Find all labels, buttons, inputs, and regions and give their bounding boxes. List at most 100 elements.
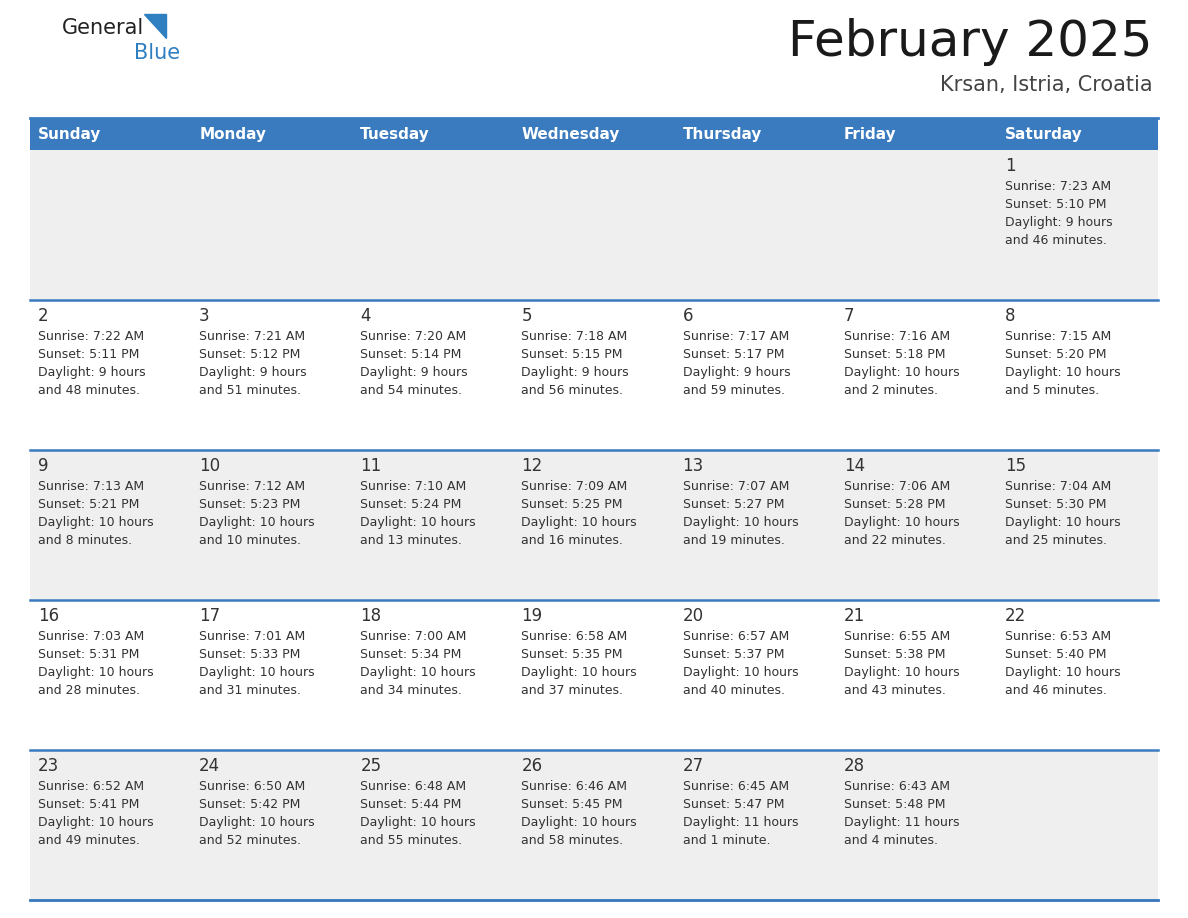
Text: 1: 1 — [1005, 157, 1016, 175]
Text: Sunrise: 6:45 AM: Sunrise: 6:45 AM — [683, 780, 789, 793]
Text: and 43 minutes.: and 43 minutes. — [843, 684, 946, 697]
Text: Sunrise: 7:03 AM: Sunrise: 7:03 AM — [38, 630, 144, 643]
Text: Sunrise: 7:18 AM: Sunrise: 7:18 AM — [522, 330, 627, 343]
Text: and 56 minutes.: and 56 minutes. — [522, 384, 624, 397]
Text: Sunset: 5:27 PM: Sunset: 5:27 PM — [683, 498, 784, 511]
Bar — [997, 118, 1158, 150]
Text: Sunset: 5:25 PM: Sunset: 5:25 PM — [522, 498, 623, 511]
Text: Sunset: 5:28 PM: Sunset: 5:28 PM — [843, 498, 946, 511]
Text: Sunrise: 7:21 AM: Sunrise: 7:21 AM — [200, 330, 305, 343]
Bar — [30, 450, 1158, 600]
Text: Daylight: 10 hours: Daylight: 10 hours — [38, 666, 153, 679]
Text: Sunrise: 7:17 AM: Sunrise: 7:17 AM — [683, 330, 789, 343]
Text: Sunset: 5:17 PM: Sunset: 5:17 PM — [683, 348, 784, 361]
Text: Tuesday: Tuesday — [360, 127, 430, 141]
Text: Sunset: 5:14 PM: Sunset: 5:14 PM — [360, 348, 462, 361]
Text: Monday: Monday — [200, 127, 266, 141]
Text: and 52 minutes.: and 52 minutes. — [200, 834, 301, 847]
Text: 7: 7 — [843, 307, 854, 325]
Text: and 10 minutes.: and 10 minutes. — [200, 534, 301, 547]
Text: and 31 minutes.: and 31 minutes. — [200, 684, 301, 697]
Text: Krsan, Istria, Croatia: Krsan, Istria, Croatia — [941, 75, 1154, 95]
Text: and 34 minutes.: and 34 minutes. — [360, 684, 462, 697]
Text: 16: 16 — [38, 607, 59, 625]
Text: 17: 17 — [200, 607, 220, 625]
Text: Daylight: 9 hours: Daylight: 9 hours — [683, 366, 790, 379]
Text: Daylight: 10 hours: Daylight: 10 hours — [843, 366, 960, 379]
Text: Sunrise: 7:22 AM: Sunrise: 7:22 AM — [38, 330, 144, 343]
Text: Sunrise: 6:48 AM: Sunrise: 6:48 AM — [360, 780, 467, 793]
Text: Sunrise: 6:46 AM: Sunrise: 6:46 AM — [522, 780, 627, 793]
Text: Sunset: 5:23 PM: Sunset: 5:23 PM — [200, 498, 301, 511]
Text: 28: 28 — [843, 757, 865, 775]
Text: Sunrise: 6:43 AM: Sunrise: 6:43 AM — [843, 780, 949, 793]
Text: Daylight: 10 hours: Daylight: 10 hours — [843, 666, 960, 679]
Bar — [30, 300, 1158, 450]
Text: 23: 23 — [38, 757, 59, 775]
Text: Sunset: 5:12 PM: Sunset: 5:12 PM — [200, 348, 301, 361]
Text: Sunset: 5:35 PM: Sunset: 5:35 PM — [522, 648, 623, 661]
Text: Daylight: 9 hours: Daylight: 9 hours — [360, 366, 468, 379]
Text: and 55 minutes.: and 55 minutes. — [360, 834, 462, 847]
Text: Sunset: 5:31 PM: Sunset: 5:31 PM — [38, 648, 139, 661]
Polygon shape — [144, 14, 166, 38]
Text: Daylight: 10 hours: Daylight: 10 hours — [200, 516, 315, 529]
Text: 15: 15 — [1005, 457, 1026, 475]
Text: 5: 5 — [522, 307, 532, 325]
Text: Daylight: 10 hours: Daylight: 10 hours — [1005, 366, 1120, 379]
Text: 26: 26 — [522, 757, 543, 775]
Text: Sunrise: 6:53 AM: Sunrise: 6:53 AM — [1005, 630, 1111, 643]
Text: Daylight: 9 hours: Daylight: 9 hours — [200, 366, 307, 379]
Text: and 28 minutes.: and 28 minutes. — [38, 684, 140, 697]
Text: Sunrise: 7:04 AM: Sunrise: 7:04 AM — [1005, 480, 1111, 493]
Text: 4: 4 — [360, 307, 371, 325]
Text: Daylight: 11 hours: Daylight: 11 hours — [683, 816, 798, 829]
Text: Sunset: 5:24 PM: Sunset: 5:24 PM — [360, 498, 462, 511]
Text: Sunrise: 6:58 AM: Sunrise: 6:58 AM — [522, 630, 627, 643]
Text: Daylight: 10 hours: Daylight: 10 hours — [522, 816, 637, 829]
Text: Daylight: 10 hours: Daylight: 10 hours — [683, 666, 798, 679]
Text: Sunrise: 7:06 AM: Sunrise: 7:06 AM — [843, 480, 950, 493]
Text: Sunrise: 6:52 AM: Sunrise: 6:52 AM — [38, 780, 144, 793]
Text: General: General — [62, 18, 144, 38]
Text: and 48 minutes.: and 48 minutes. — [38, 384, 140, 397]
Text: Daylight: 10 hours: Daylight: 10 hours — [683, 516, 798, 529]
Bar — [353, 118, 513, 150]
Text: 22: 22 — [1005, 607, 1026, 625]
Text: Thursday: Thursday — [683, 127, 762, 141]
Text: Sunday: Sunday — [38, 127, 101, 141]
Text: Sunset: 5:47 PM: Sunset: 5:47 PM — [683, 798, 784, 811]
Text: Sunset: 5:34 PM: Sunset: 5:34 PM — [360, 648, 462, 661]
Text: Sunset: 5:33 PM: Sunset: 5:33 PM — [200, 648, 301, 661]
Text: Sunrise: 7:07 AM: Sunrise: 7:07 AM — [683, 480, 789, 493]
Text: and 58 minutes.: and 58 minutes. — [522, 834, 624, 847]
Text: 8: 8 — [1005, 307, 1016, 325]
Text: and 1 minute.: and 1 minute. — [683, 834, 770, 847]
Text: Sunrise: 7:01 AM: Sunrise: 7:01 AM — [200, 630, 305, 643]
Text: and 22 minutes.: and 22 minutes. — [843, 534, 946, 547]
Text: 24: 24 — [200, 757, 220, 775]
Text: Sunrise: 6:55 AM: Sunrise: 6:55 AM — [843, 630, 950, 643]
Text: and 54 minutes.: and 54 minutes. — [360, 384, 462, 397]
Text: Daylight: 10 hours: Daylight: 10 hours — [38, 816, 153, 829]
Text: Daylight: 10 hours: Daylight: 10 hours — [200, 666, 315, 679]
Text: Daylight: 10 hours: Daylight: 10 hours — [522, 516, 637, 529]
Text: Sunset: 5:30 PM: Sunset: 5:30 PM — [1005, 498, 1106, 511]
Text: Daylight: 10 hours: Daylight: 10 hours — [200, 816, 315, 829]
Text: Saturday: Saturday — [1005, 127, 1082, 141]
Text: 10: 10 — [200, 457, 220, 475]
Text: and 46 minutes.: and 46 minutes. — [1005, 234, 1107, 247]
Text: Sunset: 5:11 PM: Sunset: 5:11 PM — [38, 348, 139, 361]
Text: and 49 minutes.: and 49 minutes. — [38, 834, 140, 847]
Text: February 2025: February 2025 — [789, 18, 1154, 66]
Text: Sunrise: 7:16 AM: Sunrise: 7:16 AM — [843, 330, 950, 343]
Text: Sunrise: 7:09 AM: Sunrise: 7:09 AM — [522, 480, 627, 493]
Text: Blue: Blue — [134, 43, 181, 63]
Text: and 4 minutes.: and 4 minutes. — [843, 834, 937, 847]
Text: Sunrise: 6:50 AM: Sunrise: 6:50 AM — [200, 780, 305, 793]
Text: 9: 9 — [38, 457, 49, 475]
Text: Sunset: 5:20 PM: Sunset: 5:20 PM — [1005, 348, 1106, 361]
Text: 27: 27 — [683, 757, 703, 775]
Text: Wednesday: Wednesday — [522, 127, 620, 141]
Text: Sunset: 5:45 PM: Sunset: 5:45 PM — [522, 798, 623, 811]
